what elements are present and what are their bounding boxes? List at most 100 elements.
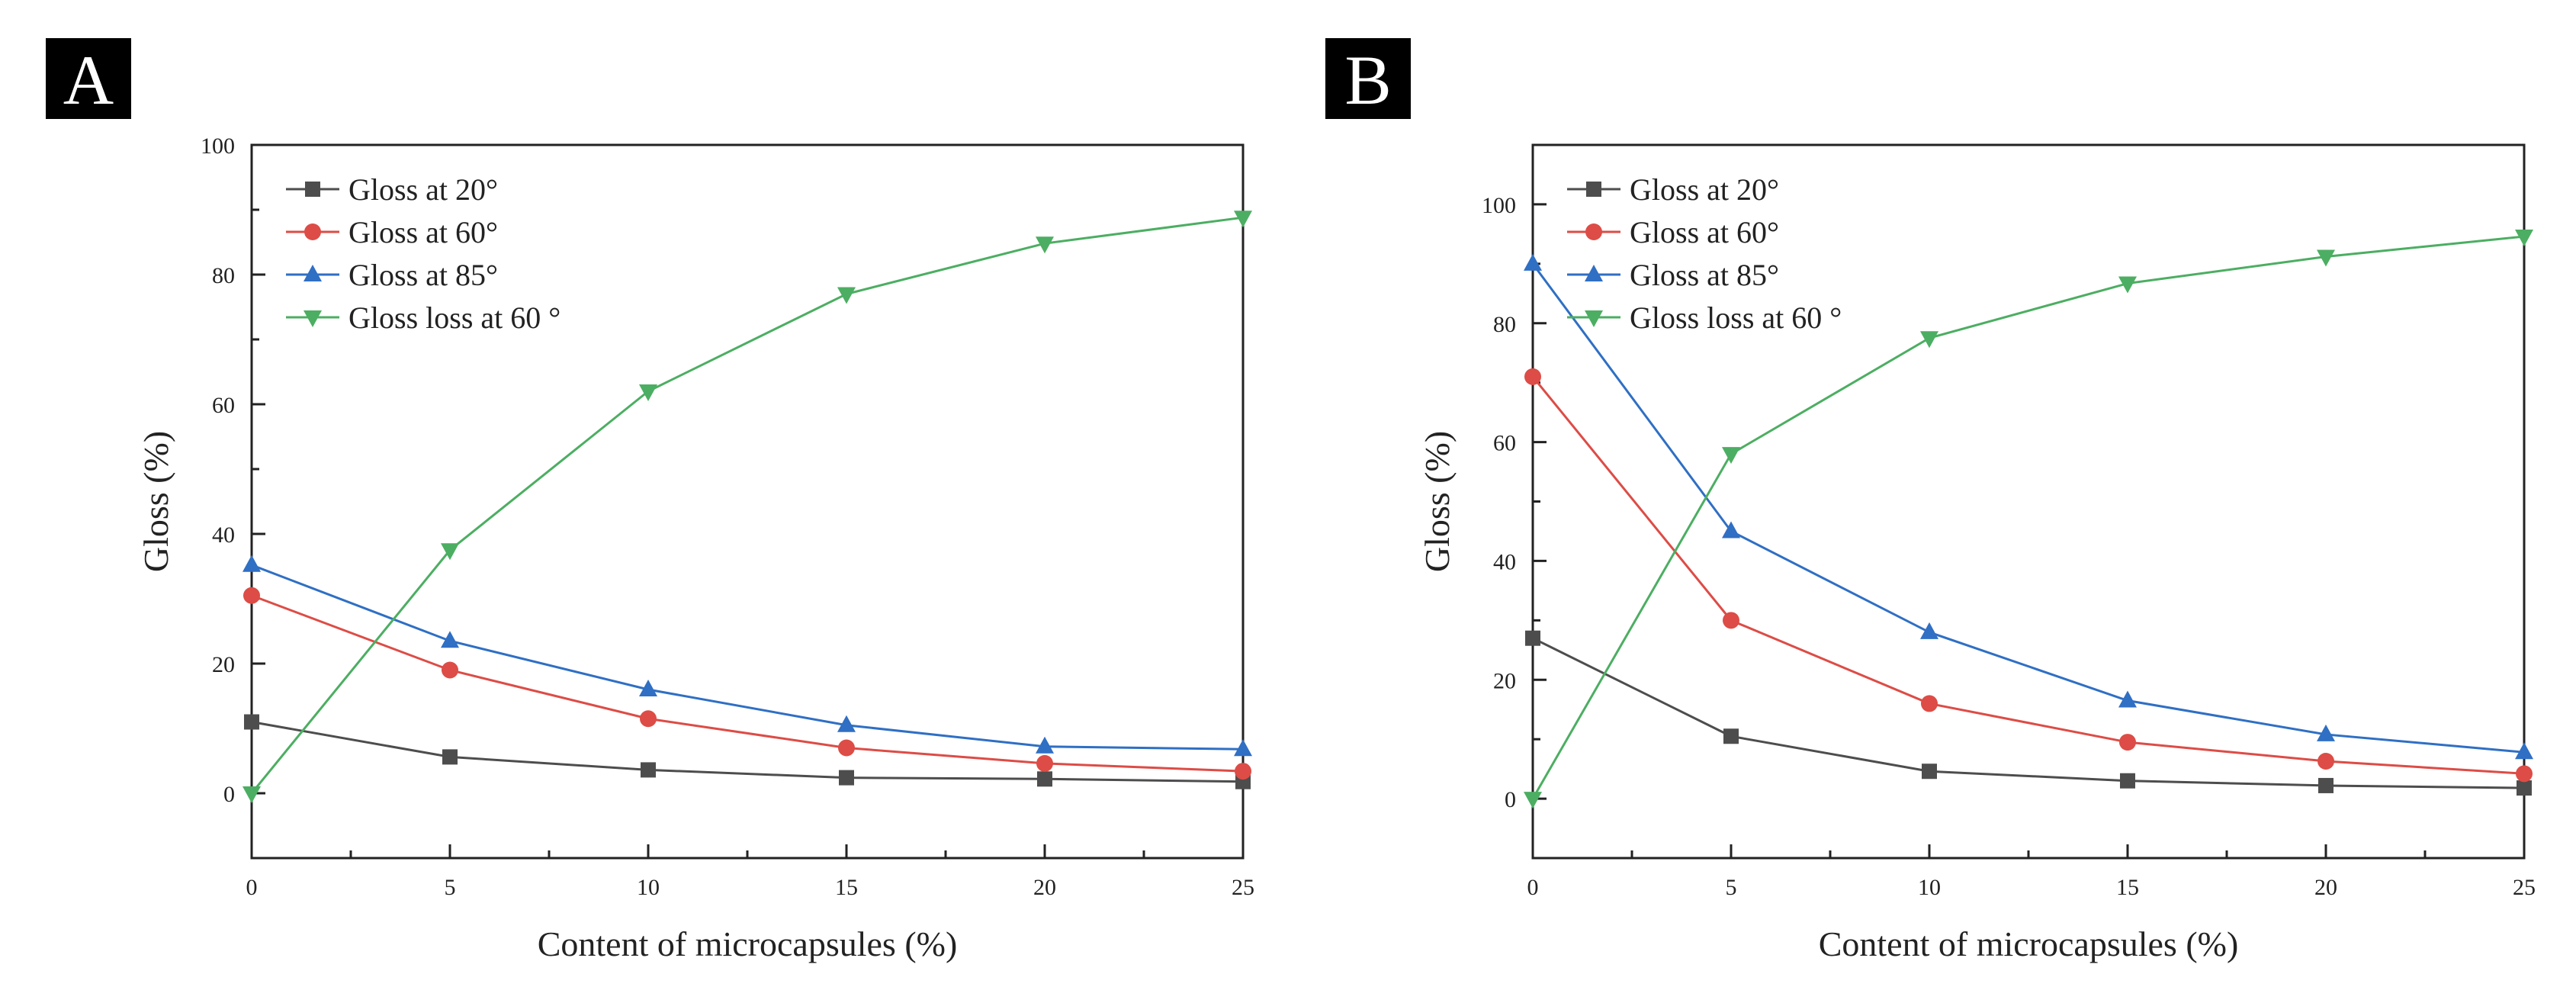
series-line [1531, 375, 2525, 775]
data-point [2517, 780, 2532, 796]
data-point [1037, 771, 1052, 787]
series-line [250, 216, 1244, 794]
y-tick-label: 20 [1493, 668, 1516, 693]
data-point [1922, 764, 1937, 780]
series-0 [1525, 630, 2532, 796]
legend-label: Gloss at 85° [1630, 258, 1779, 292]
y-tick-label: 60 [1493, 431, 1516, 456]
data-point [1920, 622, 1938, 639]
x-tick-label: 25 [1232, 875, 1254, 900]
x-axis-title: Content of microcapsules (%) [538, 924, 958, 963]
legend-marker [1586, 182, 1601, 197]
y-axis-title: Gloss (%) [1418, 431, 1457, 572]
legend-marker [304, 310, 322, 327]
legend-item: Gloss at 60° [286, 215, 498, 249]
series-3 [243, 211, 1252, 803]
series-2 [243, 555, 1252, 757]
legend-label: Gloss loss at 60 ° [348, 301, 560, 335]
legend-item: Gloss at 20° [1567, 172, 1779, 207]
data-point [1524, 792, 1542, 809]
data-point [1723, 612, 1739, 629]
legend-item: Gloss at 60° [1567, 215, 1779, 249]
legend-marker [1585, 223, 1602, 240]
x-tick-label: 0 [1527, 875, 1539, 900]
series-1 [243, 587, 1251, 780]
x-tick-label: 5 [1726, 875, 1737, 900]
data-point [837, 287, 856, 304]
x-tick-label: 15 [835, 875, 858, 900]
y-tick-label: 60 [212, 393, 235, 418]
series-2 [1524, 253, 2533, 760]
data-point [2516, 765, 2533, 783]
x-tick-label: 15 [2116, 875, 2139, 900]
data-point [640, 710, 657, 728]
legend-item: Gloss loss at 60 ° [286, 301, 560, 335]
panel-b-label-box [1325, 38, 1411, 119]
x-tick-label: 10 [1918, 875, 1941, 900]
legend-marker [1585, 310, 1603, 327]
data-point [1036, 236, 1054, 254]
x-tick-label: 20 [2314, 875, 2337, 900]
x-axis-title: Content of microcapsules (%) [1819, 924, 2239, 963]
series-1 [1524, 368, 2533, 783]
y-axis-title: Gloss (%) [137, 431, 175, 572]
panel-a-plot: 0 5 10 15 20 25 0 20 40 60 80 100 Content of microca… [137, 133, 1254, 963]
series-0 [244, 714, 1251, 789]
series-line [251, 721, 1244, 783]
data-point [2119, 734, 2136, 751]
plot-frame [250, 143, 1245, 860]
data-point [837, 715, 856, 732]
series-line [1532, 637, 2525, 789]
data-point [442, 661, 458, 679]
x-tick-label: 5 [445, 875, 456, 900]
series-line [1531, 262, 2525, 754]
data-point [1235, 763, 1251, 780]
y-tick-label: 40 [1493, 549, 1516, 574]
series-line [1531, 235, 2525, 799]
series-line [251, 594, 1244, 773]
data-point [2317, 752, 2334, 770]
legend-label: Gloss at 85° [348, 258, 498, 292]
legend-item: Gloss at 85° [1567, 258, 1779, 292]
legend-item: Gloss loss at 60 ° [1567, 301, 1842, 335]
data-point [1524, 368, 1541, 385]
data-point [2318, 777, 2333, 793]
data-point [441, 543, 459, 561]
panel-a: A 0 5 10 15 20 25 0 20 40 60 80 100 Content of micro… [46, 38, 1254, 963]
y-tick-label: 80 [212, 263, 235, 288]
legend-label: Gloss at 20° [348, 172, 498, 207]
legend-label: Gloss loss at 60 ° [1630, 301, 1842, 335]
panel-b-label: B [1344, 41, 1391, 119]
data-point [1722, 521, 1740, 538]
legend-item: Gloss at 85° [286, 258, 498, 292]
panel-a-label: A [63, 41, 114, 119]
data-point [243, 587, 260, 604]
data-point [2118, 690, 2137, 708]
panel-a-label-box [46, 38, 131, 119]
legend-label: Gloss at 20° [1630, 172, 1779, 207]
y-tick-label: 20 [212, 652, 235, 677]
data-point [2515, 229, 2533, 246]
legend-item: Gloss at 20° [286, 172, 498, 207]
panel-b: B 0 5 10 15 20 25 0 20 40 60 80 100 Content of micro… [1325, 38, 2536, 963]
legend-marker [1585, 265, 1603, 281]
data-point [441, 631, 459, 648]
legend-marker [304, 265, 322, 281]
data-point [1722, 447, 1740, 465]
legend-marker [304, 223, 321, 240]
data-point [1723, 728, 1739, 744]
data-point [243, 555, 261, 572]
x-tick-label: 0 [246, 875, 258, 900]
y-tick-label: 100 [1482, 193, 1516, 218]
data-point [1921, 695, 1938, 712]
data-point [2317, 249, 2335, 267]
data-point [2317, 724, 2335, 741]
data-point [244, 714, 259, 730]
data-point [839, 770, 854, 786]
data-point [639, 384, 657, 401]
data-point [442, 749, 458, 765]
data-point [2120, 773, 2135, 789]
data-point [1036, 754, 1053, 772]
panel-b-plot: 0 5 10 15 20 25 0 20 40 60 80 100 Content of microca… [1418, 143, 2536, 963]
x-tick-label: 25 [2513, 875, 2536, 900]
